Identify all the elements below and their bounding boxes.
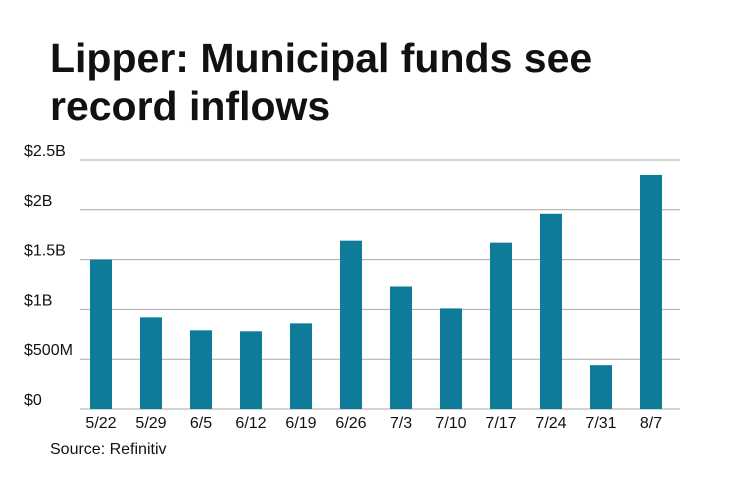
y-tick-label: $2B [24,193,52,210]
y-tick-label: $1B [24,292,52,309]
x-tick-label: 7/17 [485,415,516,432]
x-tick-label: 6/19 [285,415,316,432]
bar [590,365,612,409]
bar [140,317,162,409]
bar [490,242,512,409]
bar [290,323,312,409]
y-tick-label: $1.5B [24,243,66,260]
gridlines [80,159,680,410]
y-axis-ticks: $0 $500M $1B $1.5B $2B $2.5B [24,143,73,409]
bar [90,259,112,409]
x-tick-label: 7/24 [535,415,566,432]
x-tick-label: 7/31 [585,415,616,432]
bar [540,213,562,409]
bar [240,331,262,409]
x-tick-label: 6/26 [335,415,366,432]
bar [440,308,462,409]
y-tick-label: $0 [24,392,42,409]
bar [340,240,362,409]
bar [190,330,212,409]
x-tick-label: 5/29 [135,415,166,432]
x-axis-ticks: 5/22 5/29 6/5 6/12 6/19 6/26 7/3 7/10 7/17 7/24 7/… [85,415,662,432]
bars [90,174,662,409]
x-tick-label: 7/10 [435,415,466,432]
x-tick-label: 6/5 [190,415,212,432]
source-note: Source: Refinitiv [50,441,167,458]
x-tick-label: 6/12 [235,415,266,432]
x-tick-label: 7/3 [390,415,412,432]
x-tick-label: 5/22 [85,415,116,432]
y-tick-label: $2.5B [24,143,66,160]
x-tick-label: 8/7 [640,415,662,432]
bar [390,286,412,409]
y-tick-label: $500M [24,342,73,359]
chart-title: Lipper: Municipal funds see record inflo… [50,35,593,129]
bar [640,174,662,409]
